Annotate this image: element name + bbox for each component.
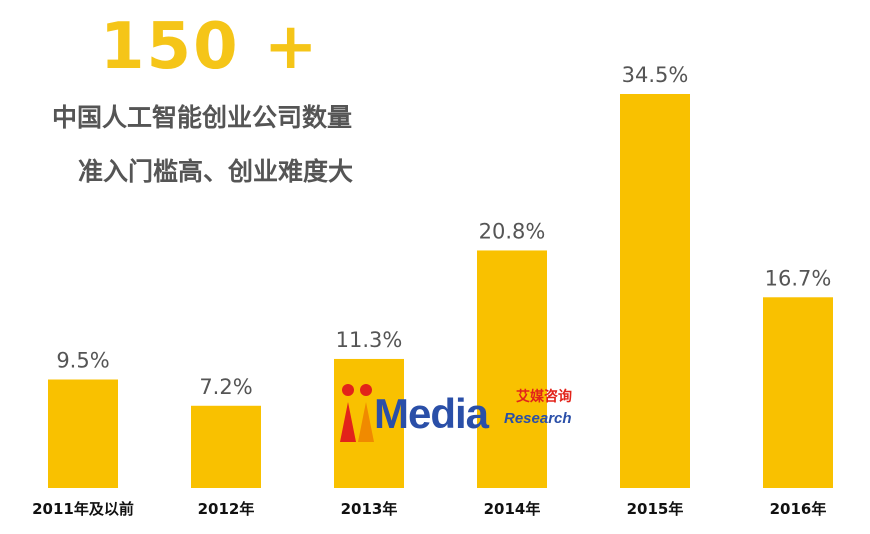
bar-5: [763, 297, 833, 488]
category-label-1: 2012年: [198, 500, 255, 518]
watermark-cn: 艾媒咨询: [516, 389, 572, 405]
value-label-2: 11.3%: [336, 328, 403, 352]
headline-number: 150 +: [100, 10, 320, 84]
value-label-4: 34.5%: [622, 63, 689, 87]
imedia-logo-icon: [340, 384, 374, 442]
subtitle-line-2: 准入门槛高、创业难度大: [78, 157, 354, 186]
imedia-watermark: Media 艾媒咨询 Research: [338, 378, 578, 448]
category-label-2: 2013年: [341, 500, 398, 518]
value-label-3: 20.8%: [479, 219, 546, 243]
value-label-5: 16.7%: [765, 266, 832, 290]
bar-0: [48, 379, 118, 488]
bar-1: [191, 405, 261, 488]
category-label-5: 2016年: [770, 500, 827, 518]
bar-4: [620, 94, 690, 488]
value-label-0: 9.5%: [56, 349, 109, 373]
watermark-brand: Media: [374, 390, 489, 437]
watermark-en: Research: [504, 410, 572, 427]
subtitle-line-1: 中国人工智能创业公司数量: [52, 103, 353, 132]
value-label-1: 7.2%: [199, 375, 252, 399]
category-label-3: 2014年: [484, 500, 541, 518]
category-label-4: 2015年: [627, 500, 684, 518]
category-label-0: 2011年及以前: [32, 500, 134, 518]
bar-3: [477, 250, 547, 488]
